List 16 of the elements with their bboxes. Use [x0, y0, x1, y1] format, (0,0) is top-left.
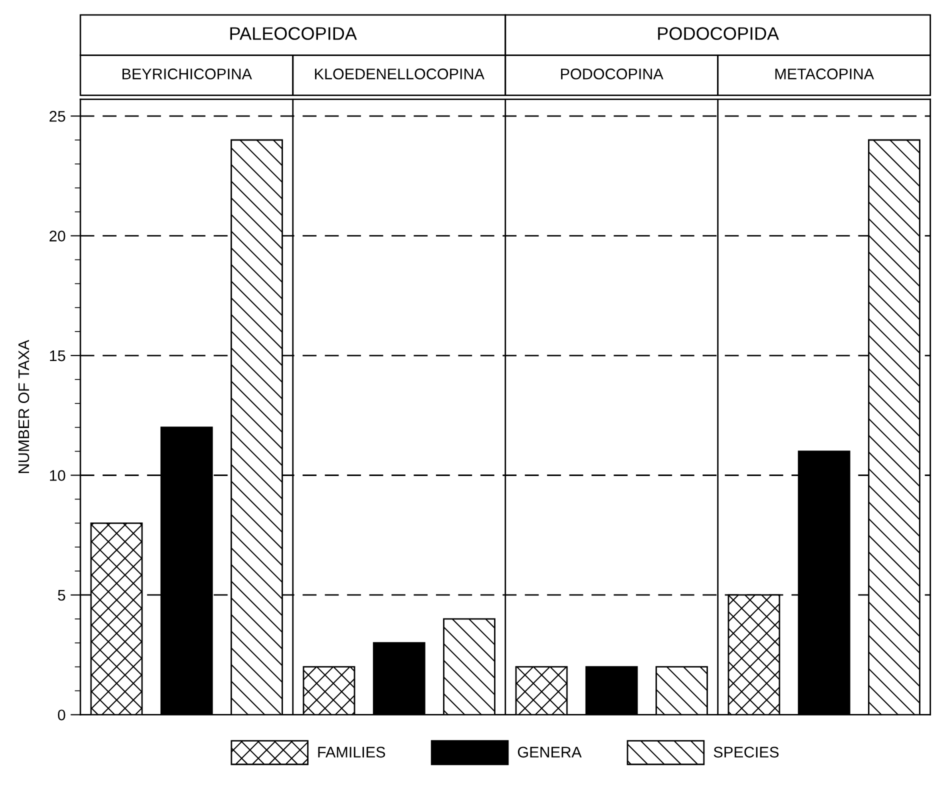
text: PODOCOPIDA [658, 27, 780, 40]
x-tick-label: BEYRICHICOPINA [122, 68, 252, 80]
y-tick-label: 25 [50, 110, 66, 122]
y-axis-title: NUMBER OF TAXA [18, 340, 30, 473]
legend-label: SPECIES [714, 746, 779, 758]
y-tick-label: 15 [50, 350, 66, 362]
x-tick-label: KLOEDENELLOCOPINA [315, 68, 484, 80]
legend-label: FAMILIES [318, 746, 386, 758]
x-tick-label: PODOCOPINA [561, 68, 664, 80]
y-tick-label: 20 [50, 230, 66, 242]
y-tick-label: 0 [58, 710, 66, 720]
text: PALEOCOPIDA [230, 27, 357, 40]
y-tick-label: 5 [58, 590, 66, 601]
x-tick-label: METACOPINA [775, 68, 874, 80]
legend-label: GENERA [518, 746, 582, 758]
y-tick-label: 10 [50, 470, 66, 481]
